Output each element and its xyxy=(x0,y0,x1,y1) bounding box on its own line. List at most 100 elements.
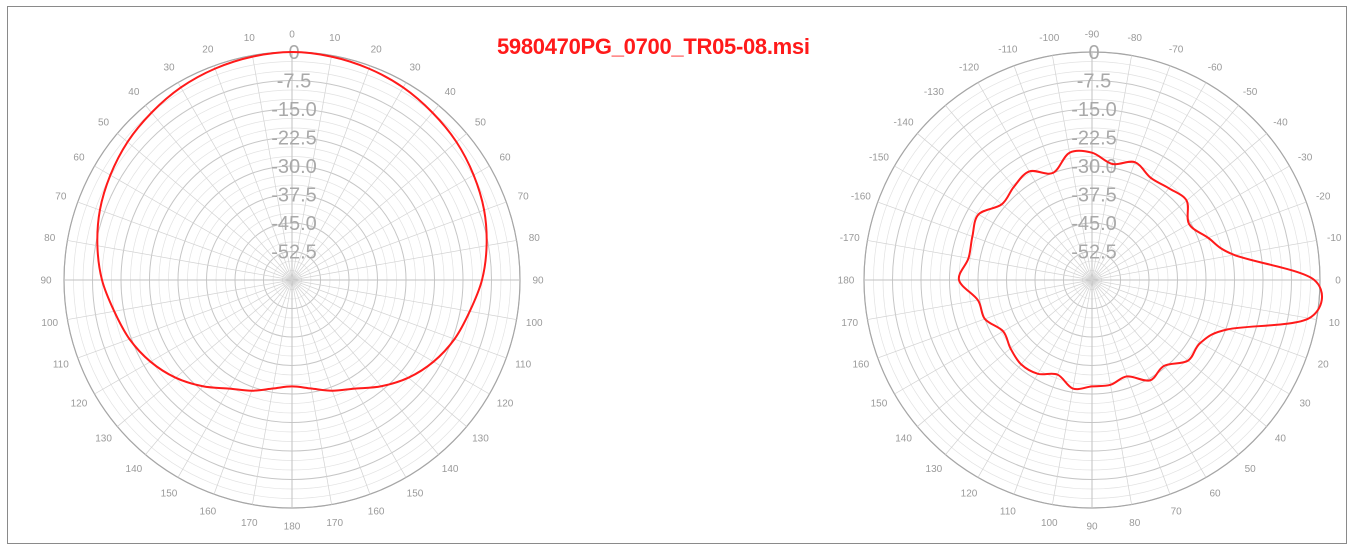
angle-tick-label: -130 xyxy=(924,87,944,98)
angle-tick-label: 90 xyxy=(532,276,544,287)
radial-tick-label: 0 xyxy=(1088,42,1099,64)
angle-tick-label: 50 xyxy=(1245,464,1257,475)
grid-spoke xyxy=(291,240,517,281)
grid-spoke xyxy=(1052,55,1093,281)
radial-tick-label: -22.5 xyxy=(271,128,317,150)
grid-spoke xyxy=(1091,279,1132,505)
grid-spoke xyxy=(1052,279,1093,505)
angle-tick-label: 10 xyxy=(329,33,341,44)
angle-tick-label: 140 xyxy=(895,434,912,445)
grid-spoke xyxy=(213,279,293,495)
angle-tick-label: 70 xyxy=(1171,507,1183,518)
grid-spoke xyxy=(917,133,1093,281)
radial-tick-label: -52.5 xyxy=(1071,242,1117,264)
angle-tick-label: -140 xyxy=(894,117,914,128)
angle-tick-label: -80 xyxy=(1127,33,1142,44)
angle-tick-label: 180 xyxy=(838,276,855,287)
angle-tick-label: -70 xyxy=(1169,44,1184,55)
angle-tick-label: 90 xyxy=(40,276,52,287)
angle-tick-label: 160 xyxy=(368,507,385,518)
radial-tick-label: -37.5 xyxy=(1071,185,1117,207)
grid-spoke xyxy=(1091,133,1267,281)
radial-tick-label: -15.0 xyxy=(271,99,317,121)
angle-tick-label: -30 xyxy=(1298,153,1313,164)
grid-spoke xyxy=(894,165,1093,281)
angle-tick-label: 170 xyxy=(241,518,258,529)
angle-tick-label: -60 xyxy=(1208,62,1223,73)
angle-tick-label: 40 xyxy=(128,87,140,98)
grid-spoke xyxy=(894,279,1093,395)
radial-tick-label: -45.0 xyxy=(271,213,317,235)
angle-tick-label: 30 xyxy=(409,62,421,73)
angle-tick-label: 0 xyxy=(1335,276,1341,287)
angle-tick-label: 60 xyxy=(73,153,85,164)
grid-left xyxy=(63,51,521,509)
angle-tick-label: -120 xyxy=(959,62,979,73)
angle-tick-label: 90 xyxy=(1086,522,1098,533)
grid-right xyxy=(863,51,1321,509)
grid-spoke xyxy=(945,279,1093,455)
angle-tick-label: -100 xyxy=(1039,33,1059,44)
radial-tick-label: -30.0 xyxy=(1071,156,1117,178)
grid-spoke xyxy=(977,279,1093,478)
grid-spoke xyxy=(145,105,293,281)
grid-spoke xyxy=(917,279,1093,427)
angle-tick-label: 160 xyxy=(852,360,869,371)
angle-tick-label: 80 xyxy=(529,233,541,244)
grid-spoke xyxy=(291,279,517,320)
grid-spoke xyxy=(291,55,332,281)
grid-spoke xyxy=(1091,201,1307,281)
angle-tick-label: -50 xyxy=(1243,87,1258,98)
grid-spoke xyxy=(1091,279,1307,359)
grid-spoke xyxy=(1091,55,1132,281)
angle-tick-label: 100 xyxy=(1041,518,1058,529)
radial-tick-label: -30.0 xyxy=(271,156,317,178)
grid-spoke xyxy=(1091,279,1267,427)
grid-spoke xyxy=(77,201,293,281)
angle-tick-label: 40 xyxy=(1275,434,1287,445)
angle-tick-label: 80 xyxy=(1129,518,1141,529)
pattern-trace xyxy=(957,149,1323,391)
grid-spoke xyxy=(291,279,407,478)
angle-tick-label: 130 xyxy=(472,434,489,445)
pattern-trace xyxy=(96,51,488,392)
grid-spoke xyxy=(1091,240,1317,281)
angle-tick-label: -20 xyxy=(1316,191,1331,202)
angle-tick-label: 170 xyxy=(841,318,858,329)
angle-tick-label: 120 xyxy=(961,489,978,500)
grid-spoke xyxy=(145,279,293,455)
grid-spoke xyxy=(977,82,1093,281)
grid-spoke xyxy=(177,279,293,478)
grid-spoke xyxy=(291,279,467,427)
angle-tick-label: 120 xyxy=(71,399,88,410)
angle-tick-label: -170 xyxy=(840,233,860,244)
plot-frame xyxy=(7,6,1347,544)
radial-tick-label: -7.5 xyxy=(1077,71,1111,93)
angle-tick-label: 60 xyxy=(1209,489,1221,500)
grid-spoke xyxy=(291,65,371,281)
angle-tick-label: 140 xyxy=(442,464,459,475)
grid-spoke xyxy=(291,82,407,281)
angle-tick-label: 130 xyxy=(926,464,943,475)
angle-tick-label: 40 xyxy=(445,87,457,98)
angle-tick-label: 100 xyxy=(41,318,58,329)
grid-spoke xyxy=(867,279,1093,320)
grid-spoke xyxy=(1091,165,1290,281)
grid-spoke xyxy=(1091,279,1239,455)
grid-spoke xyxy=(291,279,439,455)
angle-tick-label: 70 xyxy=(518,191,530,202)
grid-spoke xyxy=(67,240,293,281)
angle-tick-label: 180 xyxy=(284,522,301,533)
angle-tick-label: 70 xyxy=(55,191,67,202)
grid-spoke xyxy=(94,279,293,395)
angle-tick-label: 150 xyxy=(161,489,178,500)
angle-tick-label: -150 xyxy=(869,153,889,164)
angle-tick-label: 170 xyxy=(326,518,343,529)
grid-spoke xyxy=(1091,82,1207,281)
grid-spoke xyxy=(1091,65,1171,281)
radial-tick-label: -52.5 xyxy=(271,242,317,264)
angle-tick-label: 110 xyxy=(1000,507,1016,518)
grid-spoke xyxy=(94,165,293,281)
